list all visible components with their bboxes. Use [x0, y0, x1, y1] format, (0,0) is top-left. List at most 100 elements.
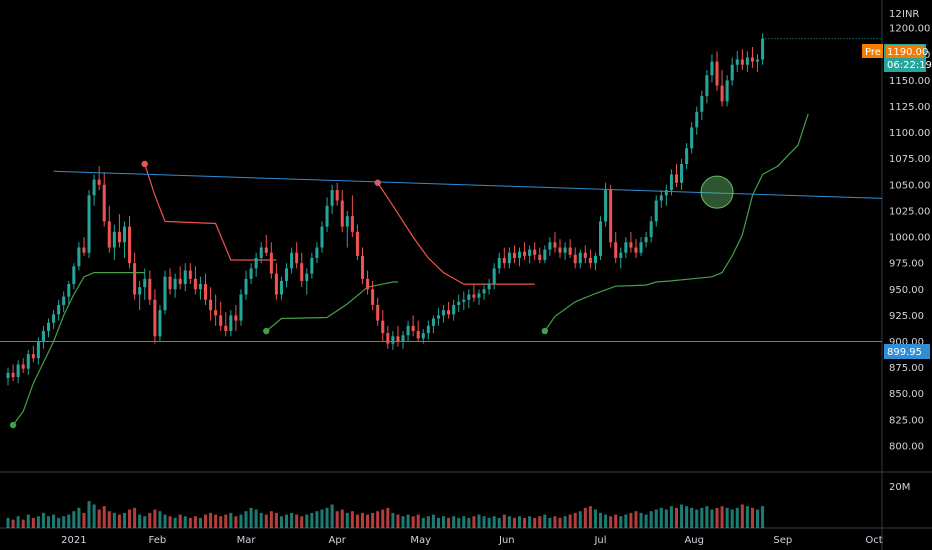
volume-bar	[72, 511, 76, 528]
volume-bar	[112, 512, 116, 528]
pre-tag-box	[862, 44, 883, 58]
price-tick-label: 1075.00	[889, 154, 930, 165]
candle-body	[310, 257, 314, 274]
volume-bar	[538, 516, 542, 528]
price-tick-label: 875.00	[889, 363, 924, 374]
volume-bar	[705, 506, 709, 528]
candle-body	[710, 61, 714, 76]
candle-body	[487, 284, 491, 290]
volume-bar	[97, 509, 101, 528]
volume-bar	[396, 514, 400, 528]
candle-body	[224, 325, 228, 332]
volume-bar	[21, 519, 25, 528]
stop-short-dot	[374, 179, 381, 186]
price-tick-label: 1125.00	[889, 102, 930, 113]
candle-body	[467, 294, 471, 300]
candle-body	[305, 273, 309, 281]
volume-bar	[360, 512, 365, 528]
price-axis[interactable]: 1200.001175.001150.001125.001100.001075.…	[889, 24, 930, 453]
volume-bar	[568, 514, 572, 528]
candle-body	[371, 289, 375, 305]
candle-body	[680, 163, 684, 183]
volume-bar	[117, 514, 121, 528]
volume-bar	[659, 507, 663, 528]
volume-bar	[340, 509, 344, 528]
volume-bar	[578, 511, 582, 528]
candle-body	[436, 315, 440, 319]
volume-bar	[87, 501, 91, 528]
volume-bar	[558, 517, 562, 528]
stop-long-dot	[9, 421, 17, 429]
candle-body	[26, 354, 30, 369]
volume-bar	[533, 517, 537, 528]
time-tick-label: May	[410, 535, 431, 546]
volume-bar	[604, 514, 608, 528]
volume-bar	[345, 512, 349, 528]
candle-body	[148, 278, 152, 300]
volume-bar	[279, 516, 283, 528]
volume-bar	[528, 516, 532, 528]
candle-body	[264, 247, 268, 253]
volume-bar	[447, 517, 451, 528]
candle-body	[335, 190, 339, 201]
candle-body	[244, 278, 248, 295]
volume-bar	[366, 514, 370, 528]
candle-body	[46, 322, 51, 332]
volume-bar	[57, 517, 61, 528]
candle-body	[295, 252, 299, 264]
candle-body	[355, 231, 359, 256]
candle-body	[143, 278, 147, 288]
volume-bar	[183, 516, 187, 528]
stop-short-line	[377, 182, 535, 285]
volume-bar	[77, 507, 81, 528]
candle-body	[274, 273, 278, 295]
volume-bar	[264, 514, 268, 528]
candle-body	[107, 221, 111, 248]
candle-body	[685, 148, 689, 164]
volume-bar	[310, 512, 314, 528]
price-tick-label: 975.00	[889, 259, 924, 270]
volume-bar	[756, 509, 760, 528]
volume-bar	[158, 511, 162, 528]
last-price-tag: 1190.00	[887, 47, 928, 58]
price-tick-label: 900.00	[889, 337, 924, 348]
volume-bar	[700, 507, 704, 528]
candle-body	[599, 221, 603, 256]
candle-body	[700, 96, 704, 112]
candle-body	[117, 231, 121, 243]
volume-bar	[715, 507, 719, 528]
price-tick-label: 950.00	[889, 285, 924, 296]
stop-short-dot	[141, 160, 148, 168]
pre-tag-label: Pre	[865, 47, 881, 58]
candle-body	[634, 247, 638, 253]
candle-body	[21, 364, 25, 369]
volume-bar	[669, 506, 673, 528]
breakout-highlight	[700, 175, 734, 209]
volume-bar	[52, 514, 56, 528]
price-tick-label: 1200.00	[889, 24, 930, 35]
candles	[6, 33, 765, 386]
candle-body	[122, 226, 126, 243]
last-price-tag-inner	[886, 45, 924, 58]
stop-short-line	[144, 163, 277, 261]
currency-label: INR	[902, 9, 919, 20]
price-tick-label: 1000.00	[889, 233, 930, 244]
candle-body	[31, 354, 35, 359]
volume-bar	[376, 511, 380, 528]
time-axis[interactable]: 2021 Feb Mar Apr May Jun Jul Aug Sep Oct	[61, 535, 883, 546]
volume-bar	[452, 516, 456, 528]
volume-bar	[664, 509, 668, 528]
candle-body	[720, 85, 724, 102]
time-tick-label: Jun	[498, 535, 515, 546]
candle-body	[285, 268, 289, 281]
volume-bar	[269, 511, 273, 528]
candle-body	[730, 64, 734, 81]
volume-bar	[477, 514, 481, 528]
candle-body	[695, 111, 699, 128]
volume-bar	[644, 514, 648, 528]
candle-body	[72, 266, 76, 285]
volume-bar	[138, 514, 142, 528]
candle-body	[462, 299, 466, 302]
candle-body	[128, 226, 132, 264]
